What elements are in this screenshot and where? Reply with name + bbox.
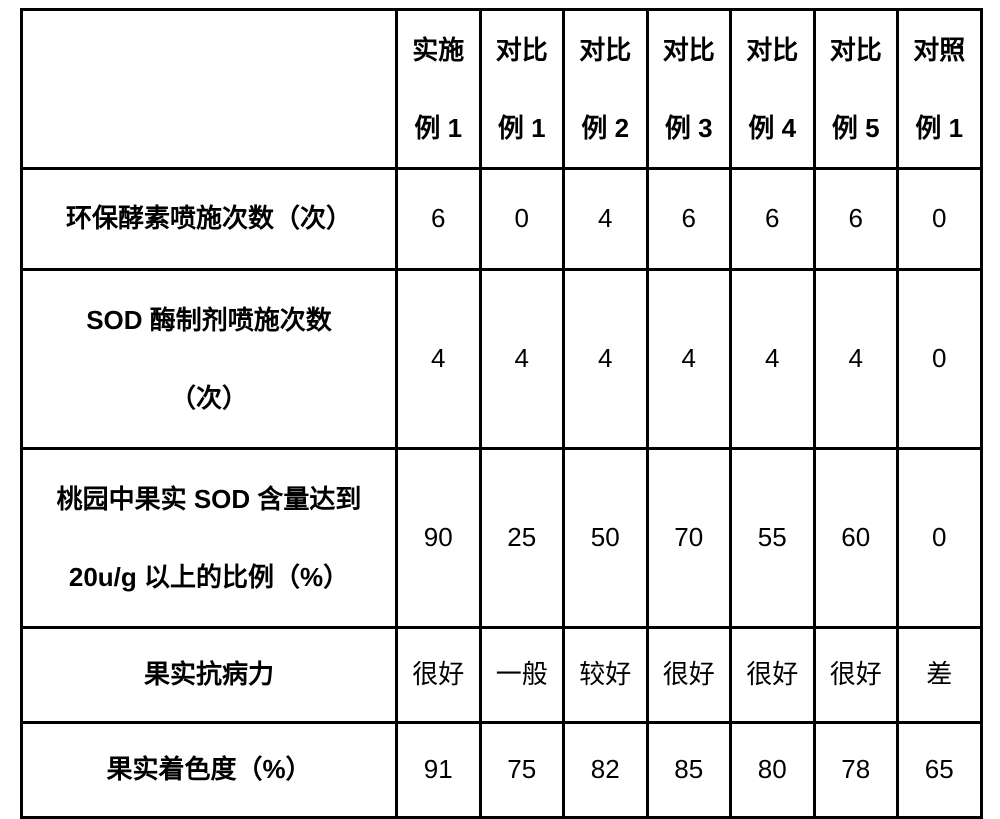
header-cell: 对比 例 5	[814, 10, 898, 169]
header-cell: 对照 例 1	[898, 10, 982, 169]
header-line1: 对比	[830, 35, 882, 65]
table-row: 果实着色度（%） 91 75 82 85 80 78 65	[22, 723, 982, 818]
header-cell-blank	[22, 10, 397, 169]
header-line2: 例 1	[498, 113, 546, 143]
header-line2: 例 3	[665, 113, 713, 143]
row-label-line: 20u/g 以上的比例（%）	[69, 562, 349, 592]
header-line1: 对照	[913, 35, 965, 65]
cell: 80	[731, 723, 815, 818]
header-cell: 对比 例 3	[647, 10, 731, 169]
row-label-line: （次）	[170, 383, 248, 413]
cell: 差	[898, 628, 982, 723]
header-line1: 对比	[496, 35, 548, 65]
cell: 82	[564, 723, 648, 818]
table-row: SOD 酶制剂喷施次数 （次） 4 4 4 4 4 4 0	[22, 270, 982, 449]
header-line2: 例 5	[832, 113, 880, 143]
cell: 很好	[731, 628, 815, 723]
cell: 4	[647, 270, 731, 449]
cell: 0	[898, 169, 982, 270]
header-cell: 对比 例 1	[480, 10, 564, 169]
page: 实施 例 1 对比 例 1 对比 例 2 对比 例 3	[0, 8, 1000, 801]
header-line2: 例 2	[581, 113, 629, 143]
header-line1: 对比	[663, 35, 715, 65]
cell: 60	[814, 449, 898, 628]
cell: 4	[397, 270, 481, 449]
cell: 6	[397, 169, 481, 270]
cell: 4	[731, 270, 815, 449]
header-line1: 对比	[579, 35, 631, 65]
header-cell: 对比 例 4	[731, 10, 815, 169]
header-cell: 对比 例 2	[564, 10, 648, 169]
cell: 25	[480, 449, 564, 628]
cell: 4	[564, 169, 648, 270]
data-table: 实施 例 1 对比 例 1 对比 例 2 对比 例 3	[20, 8, 983, 819]
cell: 0	[898, 449, 982, 628]
header-line2: 例 1	[414, 113, 462, 143]
row-label: 果实着色度（%）	[22, 723, 397, 818]
cell: 78	[814, 723, 898, 818]
header-row: 实施 例 1 对比 例 1 对比 例 2 对比 例 3	[22, 10, 982, 169]
cell: 6	[731, 169, 815, 270]
header-cell: 实施 例 1	[397, 10, 481, 169]
row-label: SOD 酶制剂喷施次数 （次）	[22, 270, 397, 449]
table-row: 桃园中果实 SOD 含量达到 20u/g 以上的比例（%） 90 25 50 7…	[22, 449, 982, 628]
cell: 一般	[480, 628, 564, 723]
header-line2: 例 1	[915, 113, 963, 143]
header-line1: 实施	[412, 35, 464, 65]
table-row: 环保酵素喷施次数（次） 6 0 4 6 6 6 0	[22, 169, 982, 270]
cell: 4	[814, 270, 898, 449]
row-label: 果实抗病力	[22, 628, 397, 723]
cell: 90	[397, 449, 481, 628]
header-line1: 对比	[746, 35, 798, 65]
cell: 很好	[647, 628, 731, 723]
table-row: 果实抗病力 很好 一般 较好 很好 很好 很好 差	[22, 628, 982, 723]
row-label: 环保酵素喷施次数（次）	[22, 169, 397, 270]
cell: 4	[480, 270, 564, 449]
row-label: 桃园中果实 SOD 含量达到 20u/g 以上的比例（%）	[22, 449, 397, 628]
row-label-line: 桃园中果实 SOD 含量达到	[57, 484, 362, 514]
row-label-line: SOD 酶制剂喷施次数	[86, 305, 332, 335]
cell: 50	[564, 449, 648, 628]
cell: 70	[647, 449, 731, 628]
cell: 0	[480, 169, 564, 270]
cell: 很好	[814, 628, 898, 723]
cell: 65	[898, 723, 982, 818]
cell: 91	[397, 723, 481, 818]
cell: 75	[480, 723, 564, 818]
cell: 85	[647, 723, 731, 818]
cell: 6	[647, 169, 731, 270]
cell: 55	[731, 449, 815, 628]
cell: 较好	[564, 628, 648, 723]
cell: 0	[898, 270, 982, 449]
header-line2: 例 4	[748, 113, 796, 143]
cell: 4	[564, 270, 648, 449]
cell: 6	[814, 169, 898, 270]
cell: 很好	[397, 628, 481, 723]
